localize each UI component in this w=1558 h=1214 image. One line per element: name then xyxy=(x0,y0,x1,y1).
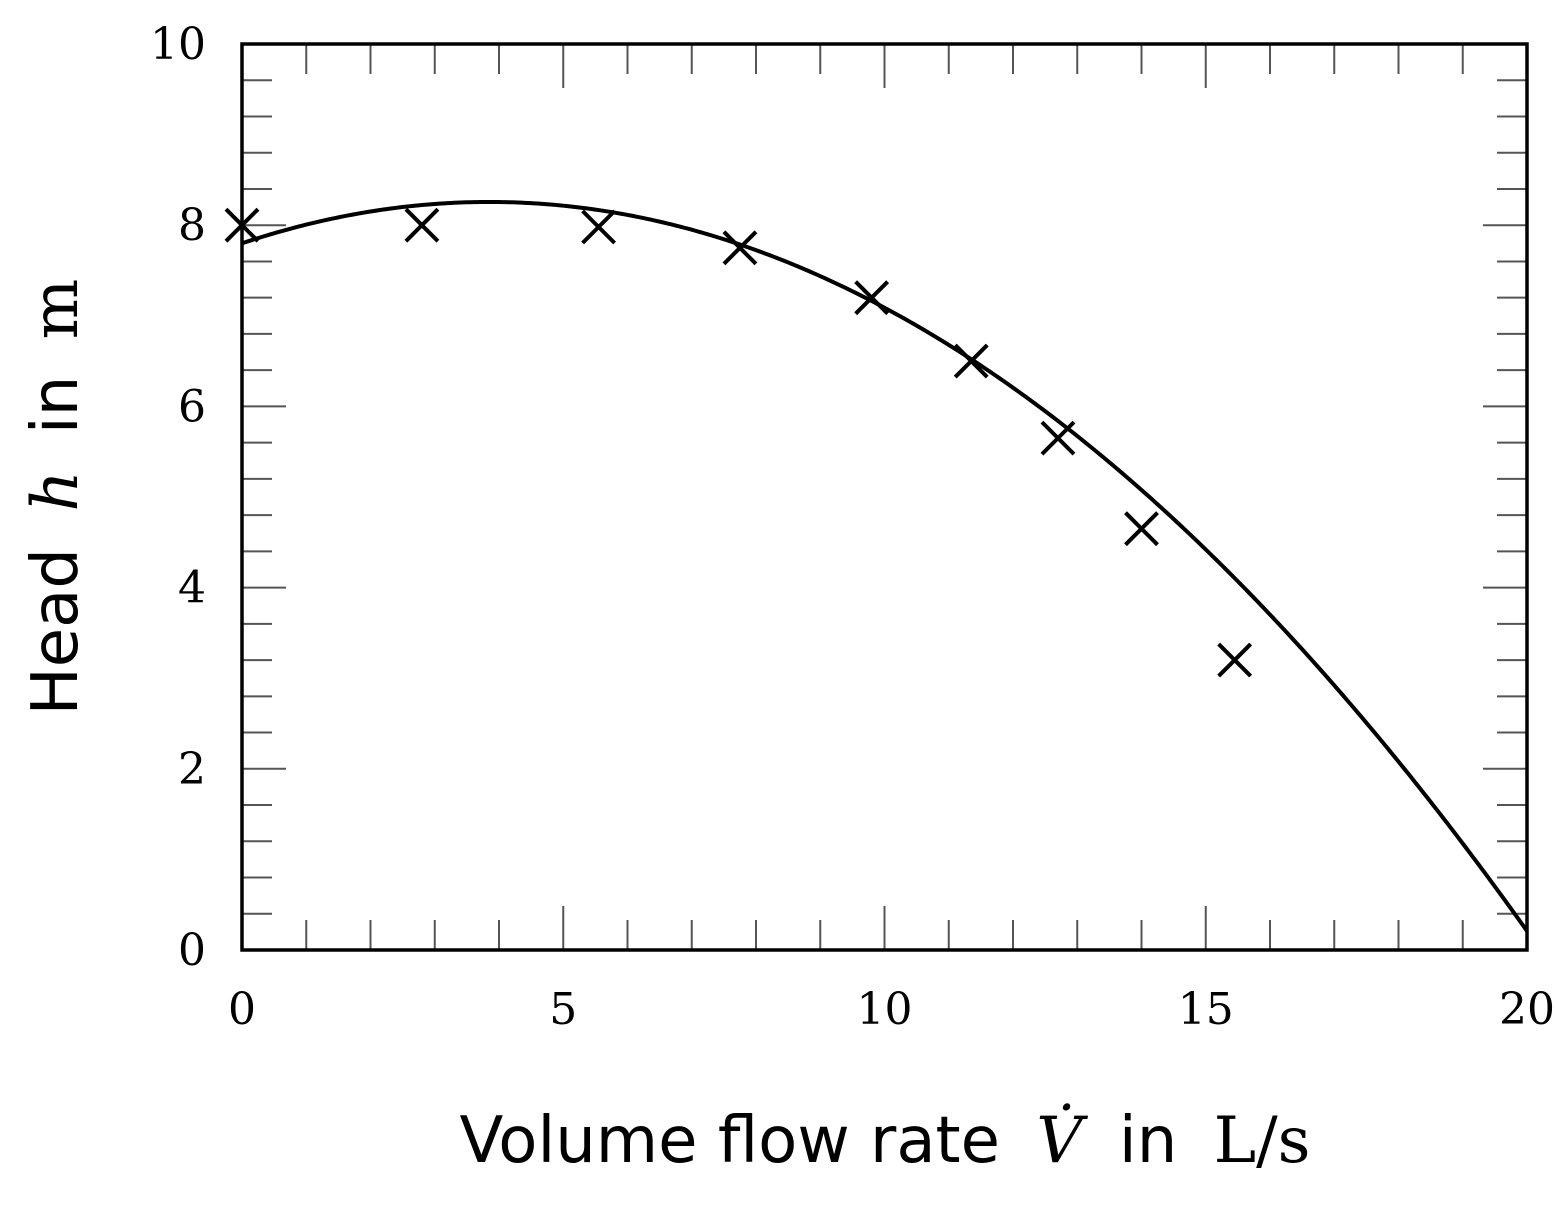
data-point-marker xyxy=(404,207,440,243)
y-axis-label-symbol: h xyxy=(19,470,93,511)
x-axis-label-text: Volume flow rate xyxy=(459,1104,1000,1178)
x-axis-label-unit: L/s xyxy=(1214,1104,1311,1178)
x-tick-label: 15 xyxy=(1178,984,1234,1035)
data-point-marker xyxy=(1124,511,1159,547)
plot-frame xyxy=(240,42,1529,952)
data-point-marker xyxy=(1040,420,1076,456)
data-point-marker xyxy=(1217,642,1253,678)
x-axis-label: Volume flow rate V̇ in L/s xyxy=(459,1102,1310,1178)
x-axis-label-in: in xyxy=(1119,1104,1177,1178)
y-tick-label: 4 xyxy=(178,563,206,614)
y-axis-label-text: Head xyxy=(19,548,93,715)
x-tick-label: 0 xyxy=(228,984,256,1035)
data-markers xyxy=(224,207,1253,678)
y-tick-label: 6 xyxy=(178,381,206,432)
y-tick-label: 8 xyxy=(178,200,206,251)
y-tick-label: 0 xyxy=(178,925,206,976)
y-tick-labels: 0 2 4 6 8 10 xyxy=(150,19,206,976)
y-axis-label-in: in xyxy=(19,376,93,434)
x-axis-label-symbol: V̇ xyxy=(1036,1102,1088,1178)
x-tick-label: 5 xyxy=(549,984,577,1035)
y-axis-label-unit: m xyxy=(19,279,93,340)
x-tick-labels: 0 5 10 15 20 xyxy=(228,984,1555,1035)
data-point-marker xyxy=(581,209,617,245)
x-tick-label: 20 xyxy=(1499,984,1555,1035)
y-axis-label: Head h in m xyxy=(19,279,93,716)
y-tick-label: 2 xyxy=(178,744,206,795)
x-tick-label: 10 xyxy=(857,984,913,1035)
data-point-marker xyxy=(722,230,758,266)
y-tick-label: 10 xyxy=(150,19,206,70)
data-point-marker xyxy=(953,343,989,379)
data-point-marker xyxy=(854,280,890,316)
minor-ticks xyxy=(242,44,1527,950)
